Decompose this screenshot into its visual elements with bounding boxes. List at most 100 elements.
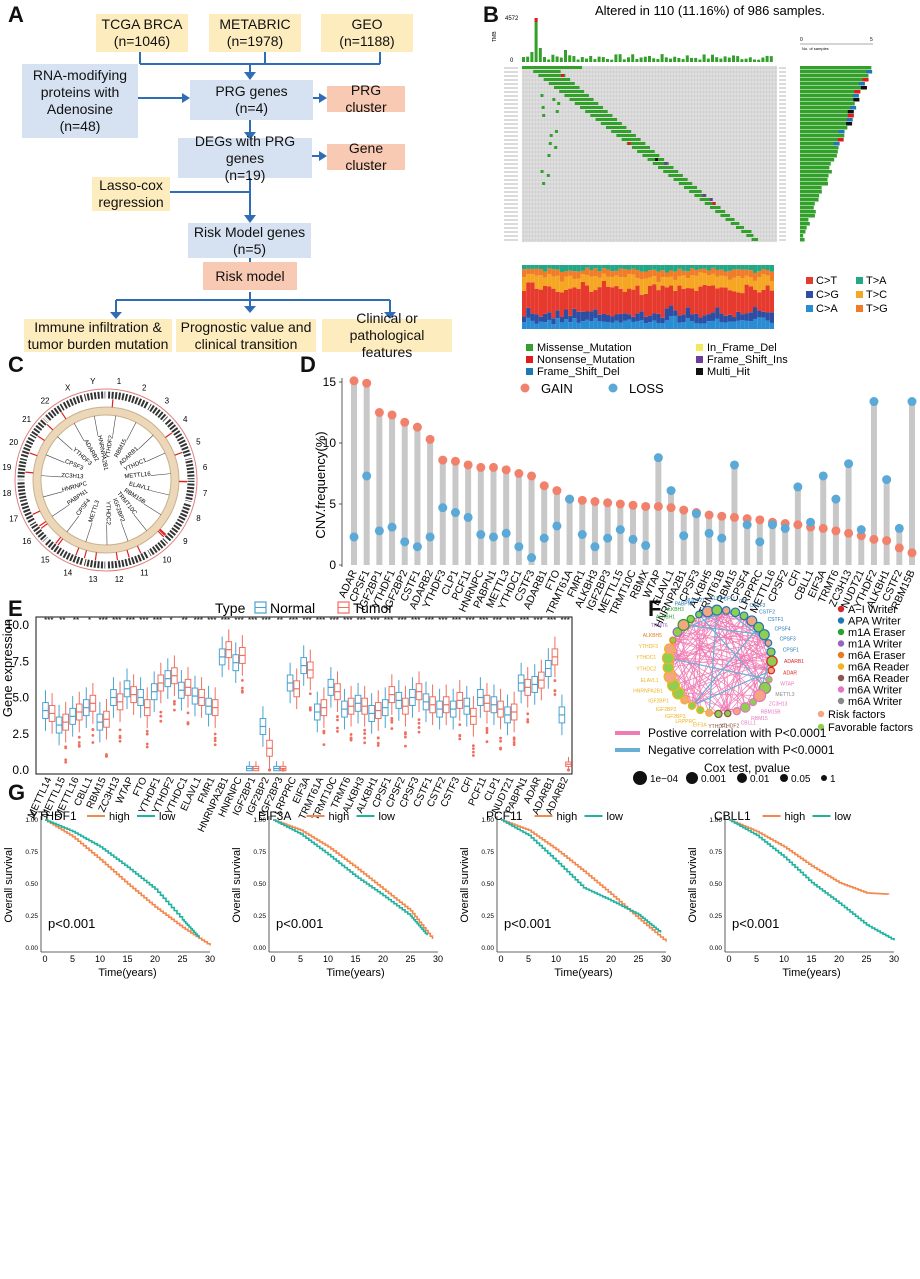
cnv-gain-point — [717, 511, 727, 521]
cnv-mark — [37, 435, 45, 442]
gene-freq-bar — [800, 170, 832, 174]
cnv-loss-point — [450, 508, 460, 518]
box-outlier — [471, 744, 475, 748]
mutation-cell — [715, 210, 726, 213]
box-outlier — [404, 731, 407, 734]
titv-bar — [606, 269, 611, 277]
chromosome-gap — [28, 434, 37, 441]
mutation-cell — [668, 174, 683, 177]
titv-bar — [690, 314, 695, 322]
titv-bar — [543, 313, 548, 323]
titv-bar — [622, 320, 627, 329]
cnv-mark — [32, 510, 41, 515]
titv-bar — [593, 276, 598, 291]
titv-bar — [761, 268, 766, 274]
positive-edge — [690, 618, 773, 662]
mutation-cell — [616, 134, 636, 137]
titv-bar — [761, 311, 766, 318]
chromosome-label: 7 — [203, 489, 208, 498]
tmb-bar — [652, 58, 656, 62]
mutation-cell — [546, 174, 550, 177]
box-outlier — [159, 719, 163, 723]
network-node — [701, 605, 714, 618]
titv-bar — [639, 311, 644, 321]
cnv-gain-point — [615, 499, 625, 509]
titv-bar — [681, 275, 686, 289]
titv-bar — [765, 265, 770, 270]
survival-pvalue: p<0.001 — [732, 916, 779, 931]
cnv-gain-point — [641, 501, 651, 511]
gene-freq-bar-seg — [846, 122, 853, 126]
titv-bar — [526, 307, 531, 318]
network-node — [765, 675, 773, 684]
tmb-bar — [622, 59, 626, 62]
box-significance: *** — [139, 616, 148, 625]
titv-bar — [685, 288, 690, 308]
cnv-gain-point — [666, 503, 676, 513]
chromosome-gap — [145, 402, 152, 411]
box-significance: *** — [343, 616, 352, 625]
titv-bar — [698, 265, 703, 269]
titv-bar — [606, 286, 611, 315]
tmb-bar — [727, 57, 731, 62]
box-significance: *** — [262, 616, 271, 625]
circos-inner — [40, 414, 172, 546]
chromosome-gap — [82, 558, 86, 567]
titv-bar — [769, 265, 774, 272]
snv-legend-label: C>A — [816, 303, 838, 315]
chromosome-label: 15 — [41, 555, 50, 564]
circos-plot: 12345678910111213141516171819202122XYYTH… — [2, 377, 208, 584]
chromosome-label: 2 — [142, 384, 147, 393]
titv-bar — [610, 316, 615, 323]
positive-edge — [672, 634, 765, 641]
box-significance: *** — [289, 616, 298, 625]
box-significance: * — [170, 616, 173, 625]
box-outlier — [526, 718, 530, 721]
cnv-ylabel: CNV.frequency(%) — [313, 431, 328, 538]
titv-bar — [568, 288, 573, 316]
positive-edge — [707, 611, 766, 689]
cox-size-label: 0.01 — [750, 774, 770, 785]
titv-bar — [564, 271, 569, 277]
box-outlier — [186, 711, 190, 715]
network-legend-label: APA Writer — [848, 616, 901, 628]
panel-label-f: F — [648, 596, 662, 621]
gene-pointer — [94, 416, 99, 436]
titv-bar — [664, 320, 669, 329]
box-outlier — [64, 758, 68, 762]
clinical-box: Clinical or pathological features — [322, 310, 452, 360]
titv-bar — [715, 269, 720, 277]
gene-freq-bar — [800, 226, 807, 230]
chromosome-label: 4 — [183, 415, 188, 424]
titv-bar — [534, 314, 539, 324]
gene-freq-bar — [800, 230, 806, 234]
cnv-loss-point — [603, 533, 613, 543]
box-outlier — [145, 729, 149, 733]
titv-bar — [568, 322, 573, 329]
cnv-loss-point — [590, 542, 600, 552]
box-outlier — [145, 742, 149, 746]
gene-pointer — [57, 436, 73, 451]
titv-bar — [723, 265, 728, 272]
titv-bar — [547, 265, 552, 269]
titv-bar — [614, 320, 619, 329]
gene-freq-bar — [800, 178, 828, 182]
titv-bar — [765, 285, 770, 313]
survival-pvalue: p<0.001 — [276, 916, 323, 931]
titv-bar — [551, 318, 556, 325]
titv-bar — [761, 273, 766, 290]
titv-bar — [673, 290, 678, 311]
network-node — [669, 636, 677, 644]
titv-bar — [723, 287, 728, 316]
box-outlier — [91, 733, 95, 737]
gene-freq-bar — [800, 162, 831, 166]
mutation-cell — [632, 146, 650, 149]
gene-freq-bar — [800, 202, 815, 206]
titv-bar — [585, 267, 590, 275]
network-legend-label: m6A Writer — [848, 696, 903, 708]
box-significance: *** — [221, 616, 230, 625]
titv-bar — [740, 265, 745, 270]
cnv-mark — [25, 471, 34, 474]
cnv-loss-point — [387, 522, 397, 532]
cnv-loss-point — [514, 542, 524, 552]
